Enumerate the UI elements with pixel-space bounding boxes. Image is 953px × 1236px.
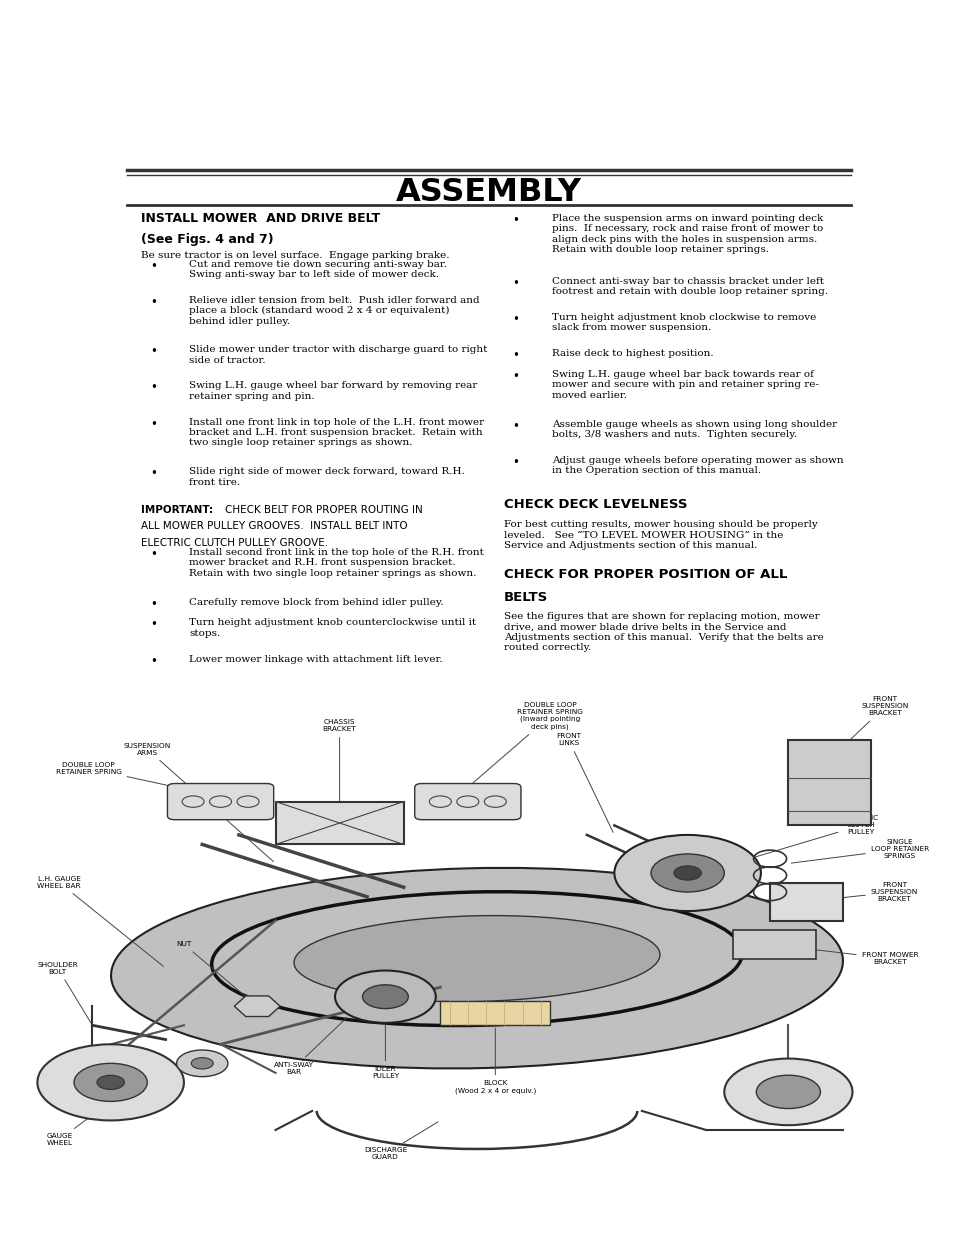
Text: •: • [151, 295, 157, 309]
Text: DOUBLE LOOP
RETAINER SPRING: DOUBLE LOOP RETAINER SPRING [55, 761, 217, 796]
Text: SHOULDER
BOLT: SHOULDER BOLT [37, 962, 91, 1023]
Bar [769, 883, 842, 921]
Text: Raise deck to highest position.: Raise deck to highest position. [551, 349, 713, 358]
Text: FRONT
SUSPENSION
BRACKET: FRONT SUSPENSION BRACKET [808, 883, 917, 902]
Text: Assemble gauge wheels as shown using long shoulder
bolts, 3/8 washers and nuts. : Assemble gauge wheels as shown using lon… [551, 419, 836, 439]
Text: ALL MOWER PULLEY GROOVES.  INSTALL BELT INTO: ALL MOWER PULLEY GROOVES. INSTALL BELT I… [141, 522, 408, 531]
Text: Carefully remove block from behind idler pulley.: Carefully remove block from behind idler… [190, 597, 444, 607]
Text: Cut and remove tie down securing anti-sway bar.
Swing anti-sway bar to left side: Cut and remove tie down securing anti-sw… [190, 260, 447, 279]
Text: BLOCK
(Wood 2 x 4 or equiv.): BLOCK (Wood 2 x 4 or equiv.) [455, 1028, 536, 1094]
Text: For best cutting results, mower housing should be properly
leveled.   See “TO LE: For best cutting results, mower housing … [503, 520, 817, 550]
Text: (See Figs. 4 and 7): (See Figs. 4 and 7) [141, 234, 274, 246]
Text: •: • [151, 618, 157, 632]
Text: •: • [512, 214, 519, 227]
FancyBboxPatch shape [168, 784, 274, 819]
Text: Slide right side of mower deck forward, toward R.H.
front tire.: Slide right side of mower deck forward, … [190, 467, 465, 487]
Text: DOUBLE LOOP
RETAINER SPRING
(Inward pointing
deck pins): DOUBLE LOOP RETAINER SPRING (Inward poin… [470, 702, 582, 786]
Text: Turn height adjustment knob clockwise to remove
slack from mower suspension.: Turn height adjustment knob clockwise to… [551, 313, 815, 332]
Circle shape [74, 1063, 147, 1101]
Circle shape [756, 1075, 820, 1109]
Text: Slide mower under tractor with discharge guard to right
side of tractor.: Slide mower under tractor with discharge… [190, 345, 487, 365]
Bar [787, 739, 870, 826]
Text: INSTALL MOWER  AND DRIVE BELT: INSTALL MOWER AND DRIVE BELT [141, 213, 380, 225]
Text: NUT: NUT [176, 942, 254, 1005]
Text: IMPORTANT:: IMPORTANT: [141, 506, 213, 515]
Text: •: • [512, 349, 519, 362]
Text: Install one front link in top hole of the L.H. front mower
bracket and L.H. fron: Install one front link in top hole of th… [190, 418, 484, 447]
Text: FRONT MOWER
BRACKET: FRONT MOWER BRACKET [772, 944, 918, 965]
FancyBboxPatch shape [415, 784, 520, 819]
Text: ELECTRIC
CLUTCH
PULLEY: ELECTRIC CLUTCH PULLEY [736, 816, 878, 863]
Circle shape [362, 985, 408, 1009]
Text: •: • [512, 313, 519, 326]
Text: Relieve idler tension from belt.  Push idler forward and
place a block (standard: Relieve idler tension from belt. Push id… [190, 295, 479, 326]
Circle shape [650, 854, 723, 892]
Text: Be sure tractor is on level surface.  Engage parking brake.: Be sure tractor is on level surface. Eng… [141, 251, 450, 260]
Text: ANTI-SWAY
BAR: ANTI-SWAY BAR [274, 1017, 346, 1074]
Text: •: • [151, 345, 157, 358]
Text: DISCHARGE
GUARD: DISCHARGE GUARD [363, 1122, 437, 1161]
Text: FRONT
SUSPENSION
BRACKET: FRONT SUSPENSION BRACKET [826, 696, 908, 761]
Text: •: • [151, 260, 157, 273]
Text: •: • [151, 467, 157, 480]
Text: IDLER
PULLEY: IDLER PULLEY [372, 1023, 398, 1079]
Text: SUSPENSION
ARMS: SUSPENSION ARMS [124, 743, 274, 861]
Circle shape [191, 1058, 213, 1069]
Text: •: • [151, 418, 157, 430]
Bar [440, 1001, 550, 1026]
Text: FIG. 4: FIG. 4 [300, 1051, 336, 1063]
Polygon shape [234, 996, 280, 1016]
Circle shape [37, 1044, 184, 1120]
Text: CHECK DECK LEVELNESS: CHECK DECK LEVELNESS [503, 498, 686, 510]
Text: L.H. GAUGE
WHEEL BAR: L.H. GAUGE WHEEL BAR [37, 876, 163, 967]
Text: •: • [512, 419, 519, 433]
Text: SINGLE
LOOP RETAINER
SPRINGS: SINGLE LOOP RETAINER SPRINGS [790, 839, 928, 863]
Text: GAUGE
WHEEL: GAUGE WHEEL [47, 1103, 109, 1146]
Text: Swing L.H. gauge wheel bar forward by removing rear
retainer spring and pin.: Swing L.H. gauge wheel bar forward by re… [190, 382, 477, 400]
Text: •: • [151, 655, 157, 667]
Text: CHASSIS
BRACKET: CHASSIS BRACKET [322, 719, 356, 818]
Text: •: • [151, 597, 157, 611]
Text: Install second front link in the top hole of the R.H. front
mower bracket and R.: Install second front link in the top hol… [190, 548, 484, 578]
Bar [275, 802, 403, 844]
Circle shape [335, 970, 436, 1023]
Text: Place the suspension arms on inward pointing deck
pins.  If necessary, rock and : Place the suspension arms on inward poin… [551, 214, 822, 255]
Circle shape [176, 1051, 228, 1077]
Ellipse shape [294, 916, 659, 1001]
Text: ELECTRIC CLUTCH PULLEY GROOVE.: ELECTRIC CLUTCH PULLEY GROOVE. [141, 538, 328, 548]
Text: Turn height adjustment knob counterclockwise until it
stops.: Turn height adjustment knob counterclock… [190, 618, 476, 638]
Text: FRONT
LINKS: FRONT LINKS [556, 733, 613, 832]
Circle shape [97, 1075, 124, 1089]
Text: •: • [151, 382, 157, 394]
Text: See the figures that are shown for replacing motion, mower
drive, and mower blad: See the figures that are shown for repla… [503, 612, 822, 653]
Text: BELTS: BELTS [503, 591, 547, 604]
Circle shape [673, 866, 700, 880]
Text: Swing L.H. gauge wheel bar back towards rear of
mower and secure with pin and re: Swing L.H. gauge wheel bar back towards … [551, 370, 818, 400]
Text: Connect anti-sway bar to chassis bracket under left
footrest and retain with dou: Connect anti-sway bar to chassis bracket… [551, 277, 827, 297]
Text: Lower mower linkage with attachment lift lever.: Lower mower linkage with attachment lift… [190, 655, 442, 664]
Text: ASSEMBLY: ASSEMBLY [395, 177, 581, 208]
Text: CHECK FOR PROPER POSITION OF ALL: CHECK FOR PROPER POSITION OF ALL [503, 569, 786, 581]
Text: •: • [151, 548, 157, 561]
Text: CHECK BELT FOR PROPER ROUTING IN: CHECK BELT FOR PROPER ROUTING IN [225, 506, 422, 515]
Ellipse shape [111, 868, 842, 1068]
Text: •: • [512, 456, 519, 468]
Text: •: • [512, 370, 519, 383]
Text: 9: 9 [484, 1051, 493, 1064]
Bar [733, 929, 815, 959]
Circle shape [614, 834, 760, 911]
Text: •: • [512, 277, 519, 289]
Circle shape [723, 1058, 852, 1125]
Text: Adjust gauge wheels before operating mower as shown
in the Operation section of : Adjust gauge wheels before operating mow… [551, 456, 842, 475]
Text: 3/8 WASHER: 3/8 WASHER [83, 1064, 199, 1105]
